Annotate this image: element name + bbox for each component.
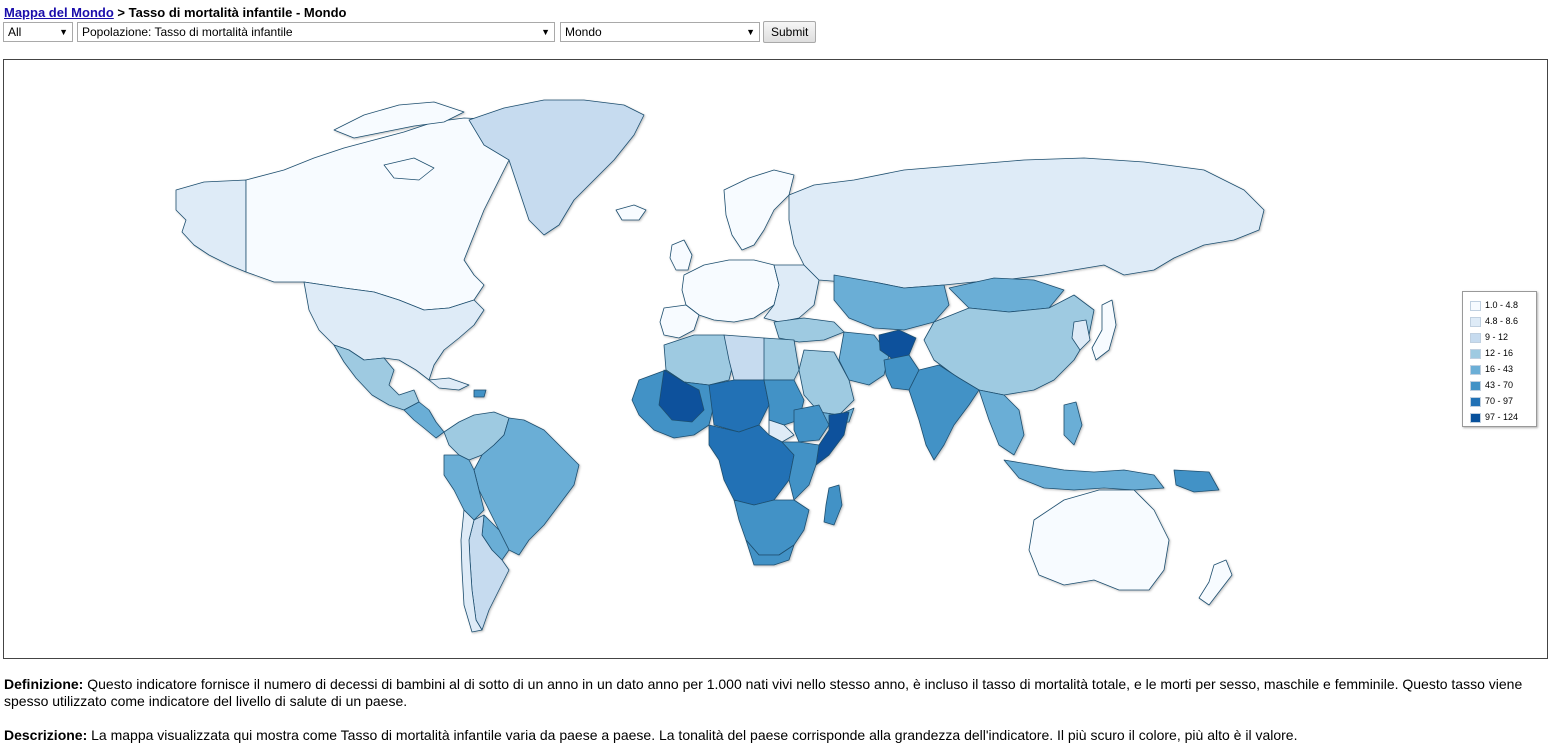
country-alaska[interactable]	[175, 179, 247, 273]
country-iberia[interactable]	[659, 304, 700, 339]
legend-label: 4.8 - 8.6	[1485, 316, 1519, 326]
legend-item: 12 - 16	[1463, 345, 1536, 361]
description-body: La mappa visualizzata qui mostra come Ta…	[91, 727, 1298, 743]
country-south-africa[interactable]	[745, 539, 795, 566]
legend-swatch	[1470, 317, 1481, 327]
category-select-value: All	[8, 25, 22, 39]
legend-label: 12 - 16	[1485, 348, 1514, 358]
legend-swatch	[1470, 349, 1481, 359]
country-iceland[interactable]	[615, 204, 647, 221]
country-central-africa[interactable]	[708, 424, 795, 506]
country-china[interactable]	[923, 294, 1095, 396]
page-title: Tasso di mortalità infantile - Mondo	[128, 5, 347, 20]
country-canada-islands-2[interactable]	[383, 157, 435, 181]
country-mali[interactable]	[658, 369, 705, 423]
country-australia[interactable]	[1028, 489, 1170, 591]
country-cuba[interactable]	[428, 377, 470, 391]
region-select-value: Mondo	[565, 25, 602, 39]
country-central-america[interactable]	[403, 401, 445, 439]
country-greenland[interactable]	[468, 99, 645, 236]
country-ethiopia[interactable]	[793, 404, 830, 443]
country-philippines[interactable]	[1063, 401, 1083, 446]
country-southeast-asia[interactable]	[978, 389, 1025, 456]
legend-item: 43 - 70	[1463, 377, 1536, 393]
country-canada-islands[interactable]	[333, 101, 465, 139]
country-mexico[interactable]	[333, 344, 420, 411]
country-south-sudan[interactable]	[768, 419, 795, 443]
definition-body: Questo indicatore fornisce il numero di …	[4, 676, 1523, 709]
country-indonesia[interactable]	[1003, 459, 1165, 491]
legend-item: 70 - 97	[1463, 393, 1536, 409]
country-india[interactable]	[908, 364, 980, 461]
category-select[interactable]: All ▼	[3, 22, 73, 42]
country-turkey[interactable]	[773, 317, 845, 343]
country-new-zealand[interactable]	[1198, 559, 1233, 606]
description-text: Descrizione: La mappa visualizzata qui m…	[4, 727, 1549, 744]
description-label: Descrizione:	[4, 727, 88, 743]
country-korea[interactable]	[1071, 319, 1091, 351]
country-chad-niger[interactable]	[708, 379, 770, 433]
submit-button[interactable]: Submit	[763, 21, 817, 43]
country-east-africa[interactable]	[781, 441, 820, 501]
country-scandinavia[interactable]	[723, 169, 795, 251]
legend-label: 9 - 12	[1485, 332, 1509, 342]
legend-item: 1.0 - 4.8	[1463, 297, 1536, 313]
legend-item: 4.8 - 8.6	[1463, 313, 1536, 329]
legend-item: 9 - 12	[1463, 329, 1536, 345]
country-japan[interactable]	[1091, 299, 1117, 361]
country-madagascar[interactable]	[823, 484, 843, 526]
country-uk[interactable]	[669, 239, 693, 271]
legend-swatch	[1470, 333, 1481, 343]
breadcrumb: Mappa del Mondo > Tasso di mortalità inf…	[4, 5, 347, 20]
definition-text: Definizione: Questo indicatore fornisce …	[4, 676, 1549, 710]
world-map	[3, 59, 1548, 659]
country-somalia[interactable]	[815, 411, 850, 466]
legend-swatch	[1470, 413, 1481, 423]
country-russia[interactable]	[788, 157, 1265, 289]
legend-label: 97 - 124	[1485, 412, 1519, 422]
breadcrumb-link-world-map[interactable]: Mappa del Mondo	[4, 5, 114, 20]
legend-label: 70 - 97	[1485, 396, 1514, 406]
country-haiti[interactable]	[473, 389, 487, 398]
country-egypt[interactable]	[763, 337, 800, 381]
country-peru[interactable]	[443, 454, 485, 521]
indicator-select-value: Popolazione: Tasso di mortalità infantil…	[82, 25, 293, 39]
country-chile[interactable]	[460, 509, 483, 633]
map-legend: 1.0 - 4.8 4.8 - 8.6 9 - 12 12 - 16 16 - 43 43…	[1462, 291, 1537, 427]
definition-label: Definizione:	[4, 676, 84, 692]
chevron-down-icon: ▼	[541, 27, 550, 37]
legend-label: 16 - 43	[1485, 364, 1514, 374]
region-select[interactable]: Mondo ▼	[560, 22, 760, 42]
legend-swatch	[1470, 381, 1481, 391]
chevron-down-icon: ▼	[59, 27, 68, 37]
legend-item: 16 - 43	[1463, 361, 1536, 377]
legend-label: 1.0 - 4.8	[1485, 300, 1519, 310]
legend-item: 97 - 124	[1463, 409, 1536, 425]
legend-swatch	[1470, 365, 1481, 375]
country-canada[interactable]	[245, 117, 515, 311]
country-papua-new-guinea[interactable]	[1173, 469, 1220, 493]
indicator-select[interactable]: Popolazione: Tasso di mortalità infantil…	[77, 22, 555, 42]
world-map-svg	[175, 99, 1265, 633]
breadcrumb-separator: >	[113, 5, 129, 20]
legend-label: 43 - 70	[1485, 380, 1514, 390]
chevron-down-icon: ▼	[746, 27, 755, 37]
legend-swatch	[1470, 301, 1481, 311]
country-iran[interactable]	[838, 331, 890, 386]
legend-swatch	[1470, 397, 1481, 407]
country-southern-africa[interactable]	[733, 499, 810, 556]
